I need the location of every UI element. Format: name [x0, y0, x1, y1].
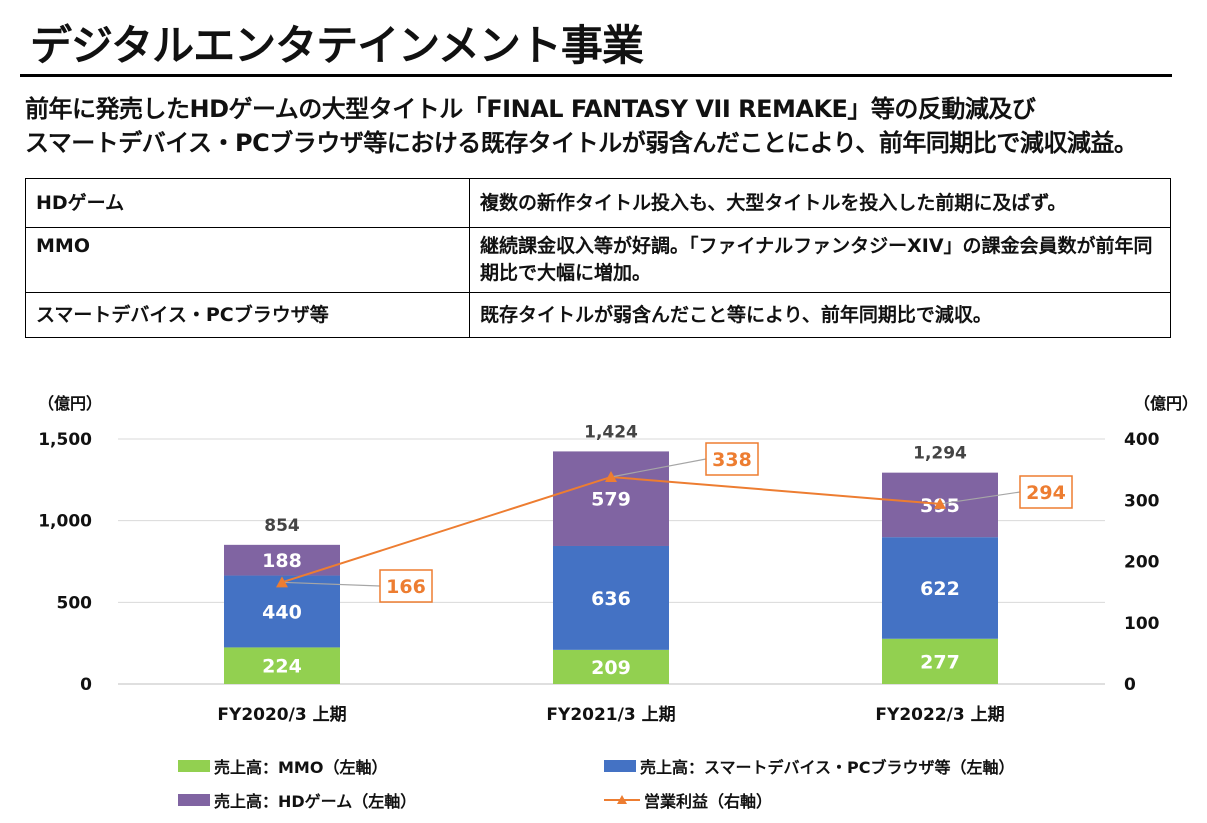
callout-box: [379, 569, 433, 603]
legend-label-operating-profit: 営業利益（右軸）: [644, 792, 773, 811]
y-right-tick-label: 200: [1124, 553, 1160, 573]
bar-data-label: 440: [262, 601, 302, 623]
legend-label-mmo: 売上高：MMO（左軸）: [214, 758, 388, 777]
bar-data-label: 622: [920, 578, 960, 600]
title-divider: [20, 74, 1172, 77]
revenue-profit-chart: 0 500 1,000 1,500 0 100 200 300 400 （億円） （億円） 224 44…: [38, 394, 1198, 725]
x-tick-label: FY2022/3 上期: [875, 705, 1004, 725]
bar-segment: [553, 545, 669, 650]
legend-item-operating-profit: 営業利益（右軸）: [604, 788, 772, 812]
page-title: デジタルエンタテインメント事業: [30, 21, 644, 70]
table-row: HDゲーム 複数の新作タイトル投入も、大型タイトルを投入した前期に及ばず。: [25, 178, 1171, 228]
operating-profit-label: 338: [712, 449, 752, 471]
legend-item-hd-game: 売上高：HDゲーム（左軸）: [178, 788, 416, 812]
lead-text: 前年に発売したHDゲームの大型タイトル「FINAL FANTASY VII RE…: [25, 92, 1195, 160]
operating-profit-label: 294: [1026, 482, 1066, 504]
legend-label-hd-game: 売上高：HDゲーム（左軸）: [214, 792, 417, 811]
segment-table: HDゲーム 複数の新作タイトル投入も、大型タイトルを投入した前期に及ばず。 MM…: [25, 178, 1171, 338]
bar-total-label: 1,294: [913, 444, 967, 464]
bar-total-label: 1,424: [584, 422, 638, 442]
bar-segment: [224, 575, 340, 648]
bar-segment: [224, 647, 340, 684]
bar-data-label: 188: [262, 550, 302, 572]
callout-leader: [939, 491, 1021, 505]
y-right-tick-label: 300: [1124, 491, 1160, 511]
bar-data-label: 636: [591, 588, 631, 610]
operating-profit-label: 166: [386, 576, 426, 598]
callout-box: [705, 442, 759, 476]
legend-swatch-mmo: [178, 760, 210, 772]
segment-comment: 複数の新作タイトル投入も、大型タイトルを投入した前期に及ばず。: [469, 178, 1171, 228]
bar-data-label: 209: [591, 657, 631, 679]
legend-swatch-operating-profit: [604, 795, 640, 804]
bar-segment: [882, 638, 998, 684]
lead-line-1: 前年に発売したHDゲームの大型タイトル「FINAL FANTASY VII RE…: [25, 95, 1036, 123]
lead-line-2: スマートデバイス・PCブラウザ等における既存タイトルが弱含んだことにより、前年同…: [25, 129, 1138, 157]
y-left-tick-label: 1,500: [38, 430, 92, 450]
x-tick-label: FY2020/3 上期: [217, 705, 346, 725]
segment-name: MMO: [25, 227, 470, 293]
y-left-tick-label: 0: [80, 675, 92, 695]
legend-label-smart-device: 売上高：スマートデバイス・PCブラウザ等（左軸）: [640, 758, 1015, 777]
operating-profit-marker: [934, 497, 946, 509]
segment-comment: 既存タイトルが弱含んだこと等により、前年同期比で減収。: [469, 292, 1171, 338]
y-right-tick-label: 0: [1124, 675, 1136, 695]
y-left-tick-label: 500: [57, 593, 93, 613]
table-row: スマートデバイス・PCブラウザ等 既存タイトルが弱含んだこと等により、前年同期比…: [25, 292, 1171, 338]
y-left-tick-label: 1,000: [38, 512, 92, 532]
legend-swatch-hd-game: [178, 794, 210, 806]
callout-leader: [610, 458, 707, 478]
bar-segment: [553, 649, 669, 684]
bar-total-label: 854: [264, 516, 300, 536]
callout-box: [1019, 475, 1073, 509]
y-right-tick-label: 100: [1124, 614, 1160, 634]
operating-profit-marker: [276, 576, 288, 588]
y-left-axis-label: （億円）: [38, 394, 102, 413]
segment-name: HDゲーム: [25, 178, 470, 228]
bar-data-label: 579: [591, 489, 631, 511]
table-row: MMO 継続課金収入等が好調。「ファイナルファンタジーXIV」の課金会員数が前年…: [25, 227, 1171, 293]
operating-profit-marker: [605, 470, 617, 482]
bar-segment: [553, 451, 669, 546]
legend-item-smart-device: 売上高：スマートデバイス・PCブラウザ等（左軸）: [604, 754, 1015, 778]
y-right-tick-label: 400: [1124, 430, 1160, 450]
y-right-axis-label: （億円）: [1134, 394, 1198, 413]
legend-swatch-smart-device: [604, 760, 636, 772]
x-tick-label: FY2021/3 上期: [546, 705, 675, 725]
bar-segment: [882, 537, 998, 639]
callout-leader: [281, 581, 381, 587]
legend-item-mmo: 売上高：MMO（左軸）: [178, 754, 387, 778]
bar-data-label: 224: [262, 656, 302, 678]
segment-name: スマートデバイス・PCブラウザ等: [25, 292, 470, 338]
segment-comment: 継続課金収入等が好調。「ファイナルファンタジーXIV」の課金会員数が前年同期比で…: [469, 227, 1171, 293]
bar-data-label: 277: [920, 651, 960, 673]
